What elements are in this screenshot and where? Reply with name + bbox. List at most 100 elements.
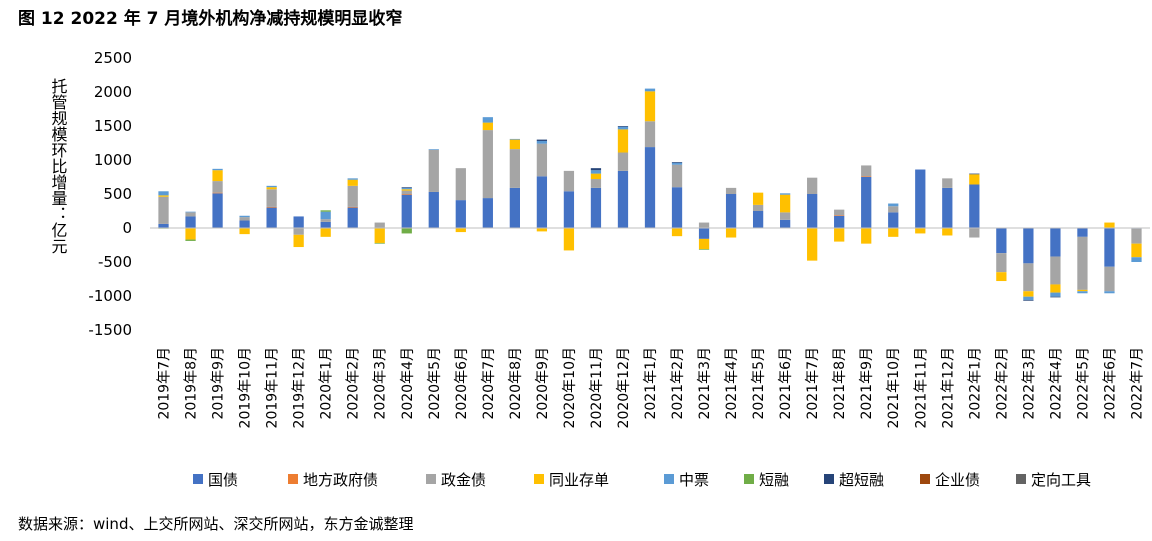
bar-segment (1050, 296, 1061, 298)
bar-segment (428, 149, 439, 150)
source-note: 数据来源：wind、上交所网站、深交所网站，东方金诚整理 (18, 515, 414, 533)
legend-label: 中票 (679, 471, 709, 489)
bar-segment (590, 173, 602, 180)
bar-segment (1023, 300, 1034, 301)
bar-segment (1023, 291, 1034, 297)
y-tick-label: 0 (122, 219, 132, 237)
bar-segment (888, 206, 899, 213)
x-tick-label: 2021年6月 (778, 347, 794, 420)
x-tick-label: 2022年5月 (1075, 347, 1091, 420)
bar-segment (212, 192, 223, 194)
x-tick-label: 2021年5月 (751, 347, 767, 420)
x-tick-label: 2021年10月 (886, 347, 902, 428)
bar-segment (401, 187, 412, 190)
bar-segment (617, 129, 629, 153)
x-tick-label: 2020年7月 (481, 347, 497, 420)
y-tick-label: -1000 (88, 287, 132, 305)
bar-segment (861, 176, 872, 177)
bar-segment (158, 223, 169, 228)
bar-segment (185, 212, 196, 217)
bar-segment (1023, 296, 1034, 301)
bar-segment (347, 178, 358, 180)
bar-segment (1023, 263, 1034, 292)
x-tick-label: 2020年12月 (616, 347, 632, 428)
legend-label: 企业债 (935, 471, 980, 489)
bar-segment (212, 168, 223, 171)
bar-segment (644, 121, 656, 148)
x-tick-label: 2020年9月 (535, 347, 551, 420)
bar-segment (1077, 289, 1088, 292)
bar-segment (266, 206, 277, 208)
bar-segment (185, 216, 196, 228)
bar-segment (320, 211, 331, 220)
bar-segment (969, 184, 980, 228)
bar-segment (698, 238, 710, 250)
bar-segment (536, 139, 548, 141)
bar-segment (320, 219, 331, 222)
bar-segment (266, 207, 277, 228)
bar-segment (590, 170, 602, 174)
bar-segment (455, 200, 466, 228)
bar-segment (239, 228, 250, 235)
bar-segment (1077, 236, 1088, 290)
bar-segment (158, 196, 169, 224)
bar-segment (725, 194, 737, 228)
x-tick-label: 2020年10月 (562, 347, 578, 428)
bar-segment (834, 215, 845, 216)
x-tick-label: 2020年5月 (427, 347, 443, 420)
bar-segment (807, 177, 818, 194)
bar-segment (590, 168, 602, 171)
bar-segment (752, 204, 764, 211)
bar-segment (347, 185, 358, 207)
bar-segment (861, 228, 872, 244)
bar-segment (861, 165, 872, 177)
bar-segment (185, 239, 196, 241)
bar-segment (482, 122, 493, 131)
bar-segment (266, 187, 277, 190)
x-tick-label: 2021年1月 (643, 347, 659, 420)
y-tick-label: -1500 (88, 321, 132, 339)
bar-segment (725, 228, 737, 238)
bar-segment (617, 126, 629, 130)
bar-segment (239, 220, 250, 228)
bar-segment (374, 242, 385, 244)
x-tick-label: 2019年10月 (238, 347, 254, 428)
x-tick-label: 2020年4月 (400, 347, 416, 420)
x-tick-label: 2021年2月 (670, 347, 686, 420)
bar-segment (563, 191, 575, 228)
bar-segment (617, 126, 629, 127)
bar-segment (752, 192, 764, 205)
bar-segment (834, 228, 845, 242)
legend-label: 同业存单 (549, 471, 609, 489)
bar-segment (888, 212, 899, 228)
legend-swatch (426, 474, 436, 484)
x-tick-label: 2019年9月 (211, 347, 227, 420)
bar-segment (698, 228, 710, 239)
bar-segment (942, 178, 953, 188)
legend-label: 地方政府债 (303, 471, 378, 489)
bar-segment (1104, 291, 1115, 294)
legend-swatch (920, 474, 930, 484)
bar-segment (644, 88, 656, 92)
x-tick-label: 2022年6月 (1102, 347, 1118, 420)
bar-segment (320, 221, 331, 228)
bar-segment (644, 147, 656, 228)
bar-segment (401, 190, 412, 194)
bar-segment (482, 198, 493, 228)
legend-label: 政金债 (441, 471, 486, 489)
bar-segment (996, 228, 1007, 254)
bar-segment (915, 169, 926, 228)
bar-segment (969, 173, 980, 175)
x-tick-label: 2022年3月 (1021, 347, 1037, 420)
bar-segment (671, 228, 683, 237)
bar-segment (293, 234, 304, 248)
x-tick-label: 2021年9月 (859, 347, 875, 420)
bar-segment (536, 140, 548, 144)
bar-segment (212, 181, 223, 193)
bar-segment (671, 162, 683, 165)
bar-segment (1131, 243, 1142, 258)
bar-segment (293, 228, 304, 235)
bar-segment (915, 228, 926, 234)
bar-segment (347, 207, 358, 228)
x-tick-label: 2021年3月 (697, 347, 713, 420)
